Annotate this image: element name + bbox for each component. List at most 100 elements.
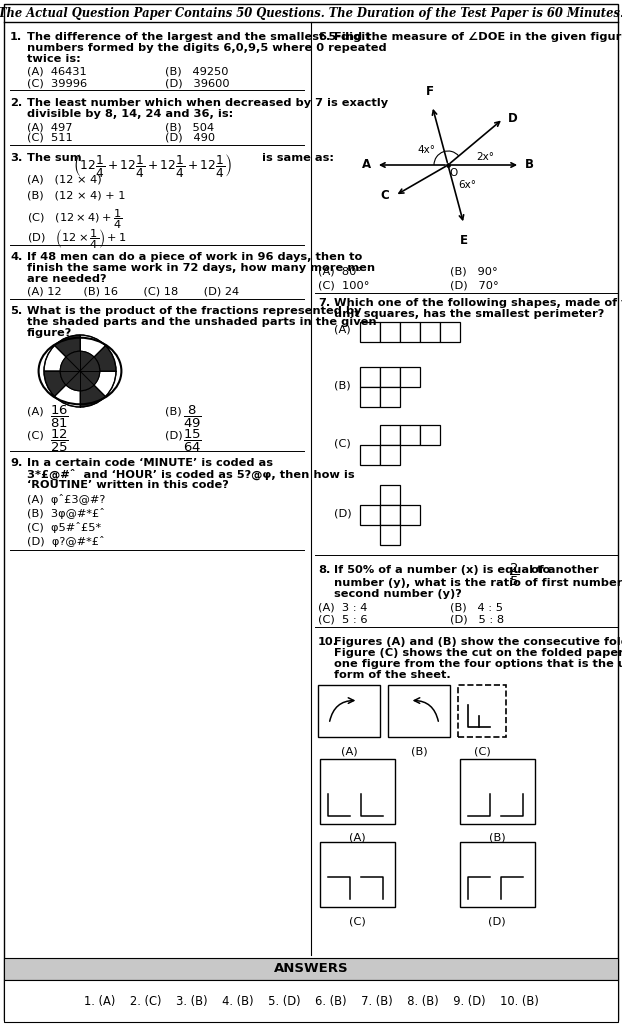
Wedge shape: [80, 335, 106, 357]
Text: B: B: [525, 159, 534, 171]
Text: second number (y)?: second number (y)?: [334, 589, 462, 599]
Text: E: E: [460, 234, 468, 247]
Wedge shape: [80, 385, 106, 407]
Text: 3*£@#ˆ  and ‘HOUR’ is coded as 5?@φ, then how is: 3*£@#ˆ and ‘HOUR’ is coded as 5?@φ, then…: [27, 469, 355, 480]
Text: F: F: [426, 85, 434, 98]
Bar: [380, 485, 400, 505]
Text: divisible by 8, 14, 24 and 36, is:: divisible by 8, 14, 24 and 36, is:: [27, 109, 233, 119]
Text: 3.: 3.: [10, 153, 22, 163]
Text: (A)  80°: (A) 80°: [318, 267, 362, 278]
Bar: [4, 980, 618, 1022]
Bar: [320, 759, 395, 824]
Bar: [380, 322, 400, 342]
Bar: [400, 367, 420, 387]
Wedge shape: [44, 371, 66, 396]
Text: (C)  100°: (C) 100°: [318, 280, 369, 290]
Text: If 48 men can do a piece of work in 96 days, then to: If 48 men can do a piece of work in 96 d…: [27, 252, 362, 262]
Text: (D)   $\left(12 \times \dfrac{1}{4}\right) + 1$: (D) $\left(12 \times \dfrac{1}{4}\right)…: [27, 227, 127, 251]
Text: (A)  497: (A) 497: [27, 122, 73, 132]
Text: 10.: 10.: [318, 637, 338, 647]
Text: $\left(12\dfrac{1}{4} + 12\dfrac{1}{4} + 12\dfrac{1}{4} + 12\dfrac{1}{4}\right)$: $\left(12\dfrac{1}{4} + 12\dfrac{1}{4} +…: [73, 152, 232, 179]
Text: (C): (C): [334, 438, 351, 449]
Text: (B)  3φ@#*£ˆ: (B) 3φ@#*£ˆ: [27, 508, 105, 519]
Text: (B)   90°: (B) 90°: [450, 267, 498, 278]
Text: $\dfrac{2}{5}$: $\dfrac{2}{5}$: [509, 562, 519, 588]
Wedge shape: [55, 335, 80, 357]
Text: (C): (C): [473, 746, 490, 756]
Bar: [400, 322, 420, 342]
Bar: [460, 759, 535, 824]
Text: (D): (D): [488, 916, 506, 926]
Text: twice is:: twice is:: [27, 54, 81, 63]
Bar: [320, 842, 395, 907]
Text: (A)  φˆ£3@#?: (A) φˆ£3@#?: [27, 494, 105, 505]
Bar: [460, 842, 535, 907]
Bar: [360, 387, 380, 407]
Text: D: D: [508, 113, 518, 125]
Circle shape: [44, 335, 116, 407]
Bar: [458, 685, 506, 737]
Bar: [318, 685, 380, 737]
Text: $\dfrac{8}{49}$: $\dfrac{8}{49}$: [183, 404, 202, 430]
Text: (C)   $(12 \times 4) + \dfrac{1}{4}$: (C) $(12 \times 4) + \dfrac{1}{4}$: [27, 207, 123, 230]
Text: numbers formed by the digits 6,0,9,5 where 0 repeated: numbers formed by the digits 6,0,9,5 whe…: [27, 43, 387, 53]
Text: $\dfrac{16}{81}$: $\dfrac{16}{81}$: [50, 404, 69, 430]
Text: (C)  5 : 6: (C) 5 : 6: [318, 614, 368, 624]
Bar: [380, 525, 400, 545]
Text: (A)   (12 × 4): (A) (12 × 4): [27, 175, 101, 185]
Text: Find the measure of ∠DOE in the given figure.: Find the measure of ∠DOE in the given fi…: [334, 32, 622, 42]
Text: (D)   39600: (D) 39600: [165, 78, 230, 88]
Bar: [360, 367, 380, 387]
Text: one figure from the four options that is the unfolded: one figure from the four options that is…: [334, 659, 622, 669]
Text: (A): (A): [349, 833, 365, 843]
Text: The sum: The sum: [27, 153, 81, 163]
Text: Figures (A) and (B) show the consecutive folds of paper.: Figures (A) and (B) show the consecutive…: [334, 637, 622, 647]
Text: (A)  3 : 4: (A) 3 : 4: [318, 602, 368, 612]
Text: What is the product of the fractions represented by: What is the product of the fractions rep…: [27, 306, 361, 316]
Text: (A) 12      (B) 16       (C) 18       (D) 24: (A) 12 (B) 16 (C) 18 (D) 24: [27, 287, 239, 297]
Text: (A): (A): [334, 325, 351, 335]
Text: 1. (A)    2. (C)    3. (B)    4. (B)    5. (D)    6. (B)    7. (B)    8. (B)    : 1. (A) 2. (C) 3. (B) 4. (B) 5. (D) 6. (B…: [83, 994, 539, 1008]
Bar: [380, 387, 400, 407]
Text: figure?: figure?: [27, 328, 72, 338]
Text: (B)   4 : 5: (B) 4 : 5: [450, 602, 503, 612]
Text: (A): (A): [27, 406, 44, 416]
Text: O: O: [449, 168, 457, 178]
Bar: [380, 505, 400, 525]
Text: 7.: 7.: [318, 298, 330, 308]
Bar: [360, 505, 380, 525]
Text: ANSWERS: ANSWERS: [274, 963, 348, 976]
Bar: [400, 505, 420, 525]
Text: A: A: [362, 159, 371, 171]
Text: C: C: [380, 189, 389, 202]
Text: finish the same work in 72 days, how many more men: finish the same work in 72 days, how man…: [27, 263, 375, 273]
Text: (D)  φ?@#*£ˆ: (D) φ?@#*£ˆ: [27, 536, 104, 547]
Text: 6x°: 6x°: [458, 180, 476, 190]
Bar: [4, 958, 618, 980]
Text: the shaded parts and the unshaded parts in the given: the shaded parts and the unshaded parts …: [27, 317, 377, 327]
Text: 2x°: 2x°: [476, 152, 494, 162]
Bar: [388, 685, 450, 737]
Text: 1.: 1.: [10, 32, 22, 42]
Text: $\dfrac{12}{25}$: $\dfrac{12}{25}$: [50, 428, 69, 454]
Bar: [420, 322, 440, 342]
Wedge shape: [44, 345, 66, 371]
Wedge shape: [94, 345, 116, 371]
Text: (C)  φ5#ˆ£5*: (C) φ5#ˆ£5*: [27, 522, 101, 534]
Wedge shape: [55, 385, 80, 407]
Bar: [380, 367, 400, 387]
Text: In a certain code ‘MINUTE’ is coded as: In a certain code ‘MINUTE’ is coded as: [27, 458, 273, 468]
Bar: [440, 322, 460, 342]
Wedge shape: [94, 371, 116, 396]
Text: The Actual Question Paper Contains 50 Questions. The Duration of the Test Paper : The Actual Question Paper Contains 50 Qu…: [0, 6, 622, 19]
Text: If 50% of a number (x) is equal to: If 50% of a number (x) is equal to: [334, 565, 550, 575]
Text: (B)   (12 × 4) + 1: (B) (12 × 4) + 1: [27, 191, 126, 201]
Text: 8.: 8.: [318, 565, 330, 575]
Text: (B)   504: (B) 504: [165, 122, 214, 132]
Text: (B): (B): [411, 746, 427, 756]
Text: (D)   490: (D) 490: [165, 133, 215, 143]
Circle shape: [60, 351, 100, 391]
Text: (A)  46431: (A) 46431: [27, 67, 86, 77]
Text: (B)   49250: (B) 49250: [165, 67, 228, 77]
Text: (D)   5 : 8: (D) 5 : 8: [450, 614, 504, 624]
